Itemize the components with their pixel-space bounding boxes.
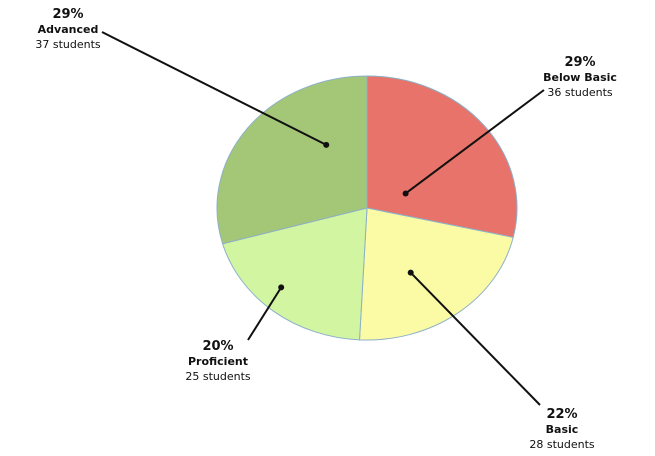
count-label-proficient: 25 students	[185, 370, 251, 383]
pie-slice-basic	[358, 207, 514, 341]
leader-line-proficient	[247, 286, 283, 341]
leader-line-below-basic	[405, 89, 545, 195]
category-label-advanced: Advanced	[38, 23, 99, 36]
percent-label-advanced: 29%	[52, 7, 83, 22]
pie-slice-below-basic	[366, 75, 518, 238]
percent-label-basic: 22%	[546, 407, 577, 422]
percent-label-proficient: 20%	[202, 339, 233, 354]
category-label-below-basic: Below Basic	[543, 71, 617, 84]
count-label-below-basic: 36 students	[547, 86, 613, 99]
count-label-basic: 28 students	[529, 438, 595, 451]
leader-line-advanced	[101, 31, 327, 146]
category-label-basic: Basic	[546, 423, 579, 436]
count-label-advanced: 37 students	[35, 38, 101, 51]
pie-slice-proficient	[221, 207, 368, 341]
leader-line-basic	[409, 271, 541, 406]
pie-slice-advanced	[216, 75, 368, 245]
category-label-proficient: Proficient	[188, 355, 248, 368]
pie-slices	[216, 75, 518, 341]
percent-label-below-basic: 29%	[564, 55, 595, 70]
